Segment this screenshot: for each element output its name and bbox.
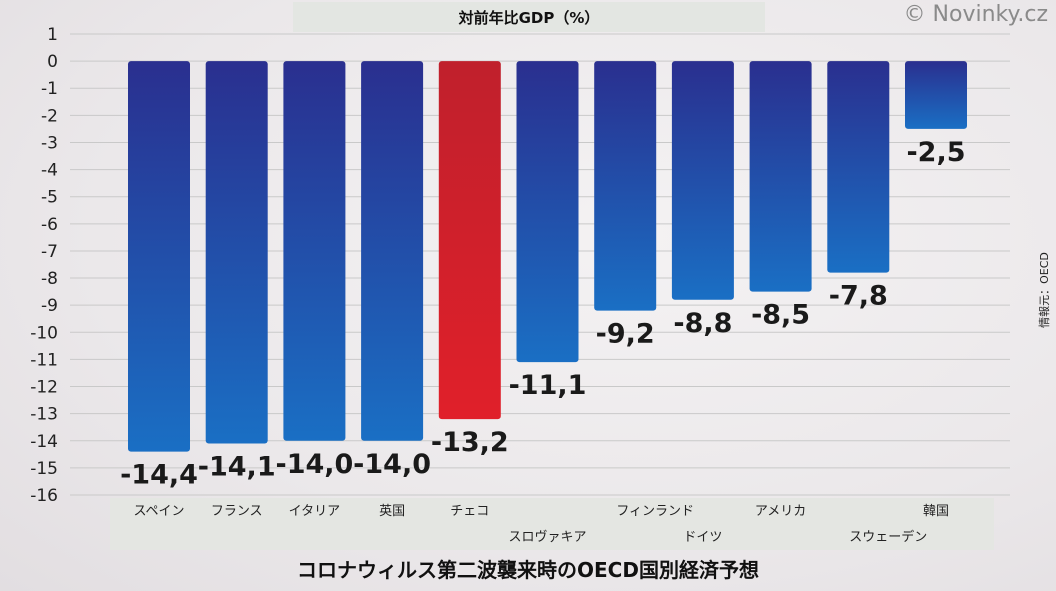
y-tick-label: -12 xyxy=(30,378,58,398)
category-label: チェコ xyxy=(450,504,489,519)
chart-title: 対前年比GDP（%） xyxy=(293,2,765,32)
data-label: -7,8 xyxy=(829,281,888,312)
category-label: フィンランド xyxy=(616,504,694,519)
y-tick-label: -13 xyxy=(30,405,58,425)
y-tick-label: 0 xyxy=(47,52,58,72)
y-tick-label: -5 xyxy=(41,188,58,208)
data-label: -9,2 xyxy=(596,319,655,350)
data-label: -14,4 xyxy=(120,460,198,491)
category-label: フランス xyxy=(211,504,263,519)
bar xyxy=(594,61,657,311)
watermark: © Novinky.cz xyxy=(903,2,1048,27)
y-tick-label: -7 xyxy=(41,242,58,262)
bar xyxy=(205,61,268,444)
category-label: スロヴァキア xyxy=(508,529,586,545)
category-label: スペイン xyxy=(133,504,184,519)
data-label: -11,1 xyxy=(509,370,587,401)
y-tick-label: -3 xyxy=(41,133,58,153)
bar xyxy=(283,61,346,441)
y-tick-label: -6 xyxy=(41,215,58,235)
y-axis-ticks: 1 0 -1 -2 -3 -4 -5 -6 -7 -8 -9 -10 -11 -12 -13 -14 -15 -1… xyxy=(30,25,58,506)
y-tick-label: -4 xyxy=(41,161,58,181)
y-tick-label: -2 xyxy=(41,106,58,126)
y-tick-label: -14 xyxy=(30,432,58,452)
data-label: -8,8 xyxy=(673,308,732,339)
data-label: -8,5 xyxy=(751,300,810,331)
bar xyxy=(516,61,579,363)
y-tick-label: -11 xyxy=(30,350,58,370)
y-tick-label: -16 xyxy=(30,486,58,506)
category-label: 英国 xyxy=(379,504,405,519)
data-label: -14,0 xyxy=(353,449,431,480)
bar xyxy=(438,61,501,420)
bar xyxy=(671,61,734,300)
category-label: スウェーデン xyxy=(849,529,927,545)
chart-subtitle: コロナウィルス第二波襲来時のOECD国別経済予想 xyxy=(297,558,759,582)
bar xyxy=(128,61,190,452)
category-label: イタリア xyxy=(289,504,340,519)
data-label: -13,2 xyxy=(431,427,509,458)
bar xyxy=(827,61,890,273)
category-label-panel xyxy=(110,498,994,550)
y-tick-label: -15 xyxy=(30,459,58,479)
y-tick-label: -1 xyxy=(41,79,58,99)
data-label: -14,1 xyxy=(198,451,276,482)
bar xyxy=(361,61,424,441)
y-tick-label: -8 xyxy=(41,269,58,289)
category-label: アメリカ xyxy=(755,504,806,519)
bar xyxy=(905,61,967,129)
bars xyxy=(128,61,967,452)
bar xyxy=(749,61,812,292)
y-tick-label: -10 xyxy=(30,323,58,343)
y-tick-label: -9 xyxy=(41,296,58,316)
category-label: ドイツ xyxy=(683,530,722,545)
data-label: -2,5 xyxy=(906,137,965,168)
value-labels: -14,4 -14,1 -14,0 -14,0-13,2-11,1-9,2 -8,8 -8… xyxy=(120,137,965,491)
y-tick-label: 1 xyxy=(47,25,58,45)
category-label: 韓国 xyxy=(923,504,949,519)
data-label: -14,0 xyxy=(275,449,353,480)
